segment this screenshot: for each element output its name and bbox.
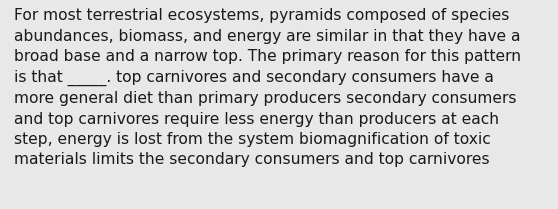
Text: For most terrestrial ecosystems, pyramids composed of species
abundances, biomas: For most terrestrial ecosystems, pyramid… xyxy=(14,8,521,167)
